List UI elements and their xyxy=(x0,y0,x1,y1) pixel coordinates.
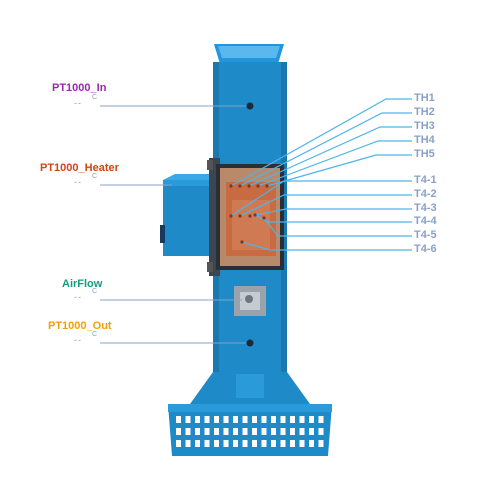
grille-hole xyxy=(204,416,210,423)
grille-hole xyxy=(185,428,191,435)
heater-box xyxy=(160,174,215,256)
grille-hole xyxy=(252,428,257,435)
sensor-airflow-unit: C xyxy=(92,288,98,295)
thermocouple-leader-lines xyxy=(230,98,412,251)
grille-hole xyxy=(242,428,248,435)
th3-label: TH3 xyxy=(414,120,435,132)
grille-hole xyxy=(233,428,238,435)
grille-hole xyxy=(214,440,219,447)
th4-label: TH4 xyxy=(414,134,435,146)
th1-label: TH1 xyxy=(414,92,435,104)
inlet-funnel xyxy=(214,44,284,64)
t4-3-label: T4-3 xyxy=(414,202,437,214)
grille-hole xyxy=(271,440,276,447)
airflow-sensor-plate xyxy=(234,286,266,316)
grille-hole xyxy=(223,428,229,435)
grille-hole xyxy=(280,440,286,447)
grille-hole xyxy=(290,440,295,447)
grille-hole xyxy=(309,416,314,423)
grille-hole xyxy=(252,440,257,447)
t4-6-label: T4-6 xyxy=(414,243,437,255)
grille-hole xyxy=(280,428,286,435)
grille-hole xyxy=(271,416,276,423)
grille-hole xyxy=(223,440,229,447)
th5-label: TH5 xyxy=(414,148,435,160)
grille-hole xyxy=(195,440,200,447)
sensor-airflow-value: -- xyxy=(74,292,82,302)
grille-hole xyxy=(204,440,210,447)
sensor-out-value: -- xyxy=(74,335,82,345)
grille-hole xyxy=(233,440,238,447)
grille-hole xyxy=(261,416,267,423)
grille-hole xyxy=(318,416,324,423)
grille-hole xyxy=(242,440,248,447)
grille-hole xyxy=(309,440,314,447)
grille-hole xyxy=(261,440,267,447)
grille-hole xyxy=(261,428,267,435)
base-diffuser xyxy=(168,372,332,456)
t4-4-label: T4-4 xyxy=(414,215,437,227)
grille-hole xyxy=(176,428,181,435)
t4-1-label: T4-1 xyxy=(414,174,437,186)
grille-hole xyxy=(214,428,219,435)
sensor-heater-label: PT1000_Heater xyxy=(40,162,119,174)
t4-5-label: T4-5 xyxy=(414,229,437,241)
grille-hole xyxy=(299,428,305,435)
th2-label: TH2 xyxy=(414,106,435,118)
sensor-leader-lines xyxy=(100,105,246,344)
grille-hole xyxy=(242,416,248,423)
sensor-in-unit: C xyxy=(92,94,98,101)
sensor-in-label: PT1000_In xyxy=(52,82,107,94)
grille-hole xyxy=(195,416,200,423)
grille-hole xyxy=(185,440,191,447)
window-frame xyxy=(207,158,284,276)
sensor-heater-unit: C xyxy=(92,173,98,180)
sensor-out-dot xyxy=(246,339,254,347)
grille-hole xyxy=(252,416,257,423)
grille-hole xyxy=(223,416,229,423)
grille-hole xyxy=(280,416,286,423)
thermocouple-points xyxy=(229,184,269,244)
t4-2-label: T4-2 xyxy=(414,188,437,200)
sensor-out-unit: C xyxy=(92,331,98,338)
sensor-in-value: -- xyxy=(74,98,82,108)
grille-hole xyxy=(176,440,181,447)
base-grille xyxy=(176,416,324,447)
grille-hole xyxy=(214,416,219,423)
grille-hole xyxy=(299,440,305,447)
sensor-in-dot xyxy=(246,102,254,110)
sensor-heater-value: -- xyxy=(74,177,82,187)
grille-hole xyxy=(195,428,200,435)
grille-hole xyxy=(204,428,210,435)
grille-hole xyxy=(233,416,238,423)
grille-hole xyxy=(299,416,305,423)
grille-hole xyxy=(185,416,191,423)
grille-hole xyxy=(309,428,314,435)
sensor-out-label: PT1000_Out xyxy=(48,320,112,332)
grille-hole xyxy=(318,440,324,447)
grille-hole xyxy=(318,428,324,435)
grille-hole xyxy=(271,428,276,435)
grille-hole xyxy=(290,416,295,423)
sensor-airflow-label: AirFlow xyxy=(62,278,103,290)
grille-hole xyxy=(290,428,295,435)
grille-hole xyxy=(176,416,181,423)
